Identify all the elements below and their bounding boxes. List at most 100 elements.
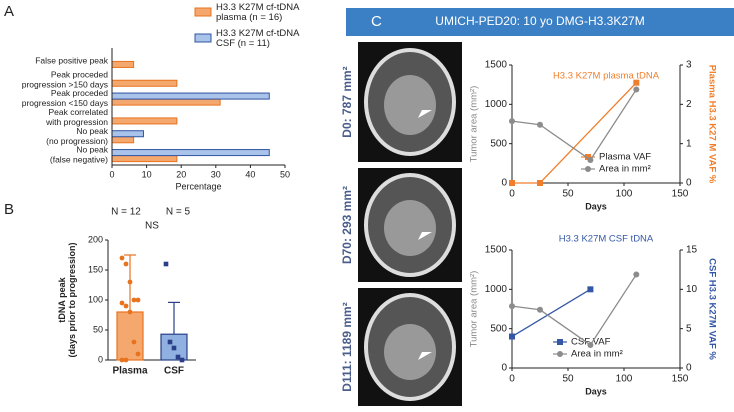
data-point (509, 303, 515, 310)
y-tick-label: 500 (490, 323, 507, 334)
data-point (633, 79, 640, 86)
y2-tick-label: 2 (686, 99, 692, 110)
header-title: UMICH-PED20: 10 yo DMG-H3.3K27M (435, 14, 644, 28)
data-point (119, 357, 125, 363)
data-point (175, 354, 181, 360)
y-tick-label: 1000 (485, 284, 508, 295)
x-tick-label: 30 (211, 169, 221, 179)
x-tick-label: 150 (672, 374, 689, 385)
mri-brain (384, 200, 436, 256)
chart-title: H3.3 K27M CSF tDNA (559, 234, 654, 245)
bar (111, 130, 144, 138)
data-point (119, 255, 125, 261)
series-line (511, 274, 637, 346)
legend-label: Area in mm² (599, 164, 651, 175)
y2-tick-label: 3 (686, 60, 692, 71)
x-tick-label: 100 (616, 374, 633, 385)
y2-tick-label: 0 (686, 363, 692, 374)
y-tick-label: 500 (490, 138, 507, 149)
x-tick-label: 0 (509, 189, 515, 200)
legend-swatch (194, 7, 212, 17)
y2-tick-label: 5 (686, 323, 692, 334)
x-tick-label: 100 (616, 189, 633, 200)
n-label: N = 5 (166, 207, 191, 218)
x-tick-label: 10 (142, 169, 152, 179)
legend-label: Area in mm² (571, 349, 623, 360)
x-axis-label: Days (585, 201, 607, 211)
x-tick-label: Plasma (112, 366, 147, 377)
data-point (163, 261, 169, 267)
y-tick-label: 0 (501, 178, 507, 189)
x-tick-label: 0 (509, 374, 515, 385)
y2-tick-label: 10 (686, 284, 698, 295)
y2-axis-label: CSF H3.3 K27M VAF % (706, 258, 717, 360)
y-axis-label: Tumor area (mm²) (469, 86, 480, 163)
image-label: D0: 787 mm² (340, 66, 354, 137)
data-point (633, 86, 640, 93)
data-point (123, 261, 129, 267)
data-point (131, 297, 137, 303)
y-tick-label: 200 (88, 234, 103, 244)
data-point (127, 309, 133, 315)
y2-tick-label: 0 (686, 178, 692, 189)
x-tick-label: 150 (672, 189, 689, 200)
image-label: D111: 1189 mm² (340, 302, 354, 391)
y-tick-label: No peak (false negative) (50, 145, 109, 165)
mri-arrow (418, 110, 432, 360)
y-tick-label: 150 (88, 264, 103, 274)
image-label: D70: 293 mm² (340, 186, 354, 264)
data-point (537, 121, 543, 128)
y-tick-label: Peak correlated with progression (45, 107, 108, 127)
y-tick-label: Peak proceded progression >150 days (22, 70, 109, 90)
legend-label: H3.3 K27M cf-tDNA plasma (n = 16) (216, 2, 300, 23)
x-tick-label: 50 (280, 169, 290, 179)
x-tick-label: CSF (164, 366, 184, 377)
data-point (119, 300, 125, 306)
y-tick-label: 1500 (485, 60, 508, 71)
data-point (587, 341, 594, 348)
data-point (537, 180, 543, 186)
data-point (633, 271, 640, 278)
bar (111, 136, 135, 144)
y-tick-label: 1000 (485, 99, 508, 110)
data-point (123, 303, 129, 309)
legend-label: Plasma VAF (599, 152, 651, 163)
x-tick-label: 50 (562, 189, 574, 200)
panel-letter: B (4, 201, 14, 218)
data-point (123, 357, 129, 363)
panel-letter: C (371, 13, 382, 30)
x-tick-label: 50 (562, 374, 574, 385)
x-tick-label: 20 (176, 169, 186, 179)
data-point (509, 333, 515, 340)
mri-brain (384, 75, 436, 135)
y-tick-label: 0 (98, 354, 103, 364)
bar (111, 149, 270, 157)
data-point (135, 351, 141, 357)
data-point (179, 357, 185, 363)
y-tick-label: False positive peak (35, 56, 109, 66)
header-bar (346, 8, 734, 36)
data-point (587, 286, 594, 293)
data-point (131, 339, 137, 345)
mri-images (358, 42, 462, 406)
bar (111, 117, 178, 125)
legend-label: H3.3 K27M cf-tDNA CSF (n = 11) (216, 28, 300, 49)
y-tick-label: No peak (no progression) (46, 126, 109, 146)
bar (111, 79, 178, 87)
annotation: NS (145, 221, 159, 232)
y-tick-label: Peak proceded progression <150 days (22, 88, 109, 108)
x-axis-label: Days (585, 386, 607, 396)
x-tick-label: 40 (245, 169, 255, 179)
y2-tick-label: 1 (686, 138, 692, 149)
y2-tick-label: 15 (686, 245, 698, 256)
series-line (511, 89, 637, 161)
y-tick-label: 100 (88, 294, 103, 304)
y-tick-label: 50 (93, 324, 103, 334)
legend-swatch (194, 33, 212, 43)
y-axis-label: tDNA peak(days prior to progression) (57, 242, 77, 357)
bar (111, 155, 178, 163)
x-tick-label: 0 (109, 169, 114, 179)
series-line (511, 288, 591, 338)
data-point (537, 306, 543, 313)
bar (111, 60, 135, 68)
